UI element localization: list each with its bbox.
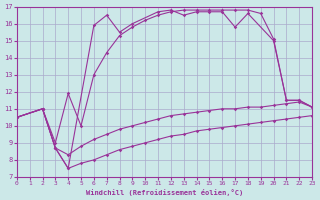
X-axis label: Windchill (Refroidissement éolien,°C): Windchill (Refroidissement éolien,°C) bbox=[86, 189, 243, 196]
